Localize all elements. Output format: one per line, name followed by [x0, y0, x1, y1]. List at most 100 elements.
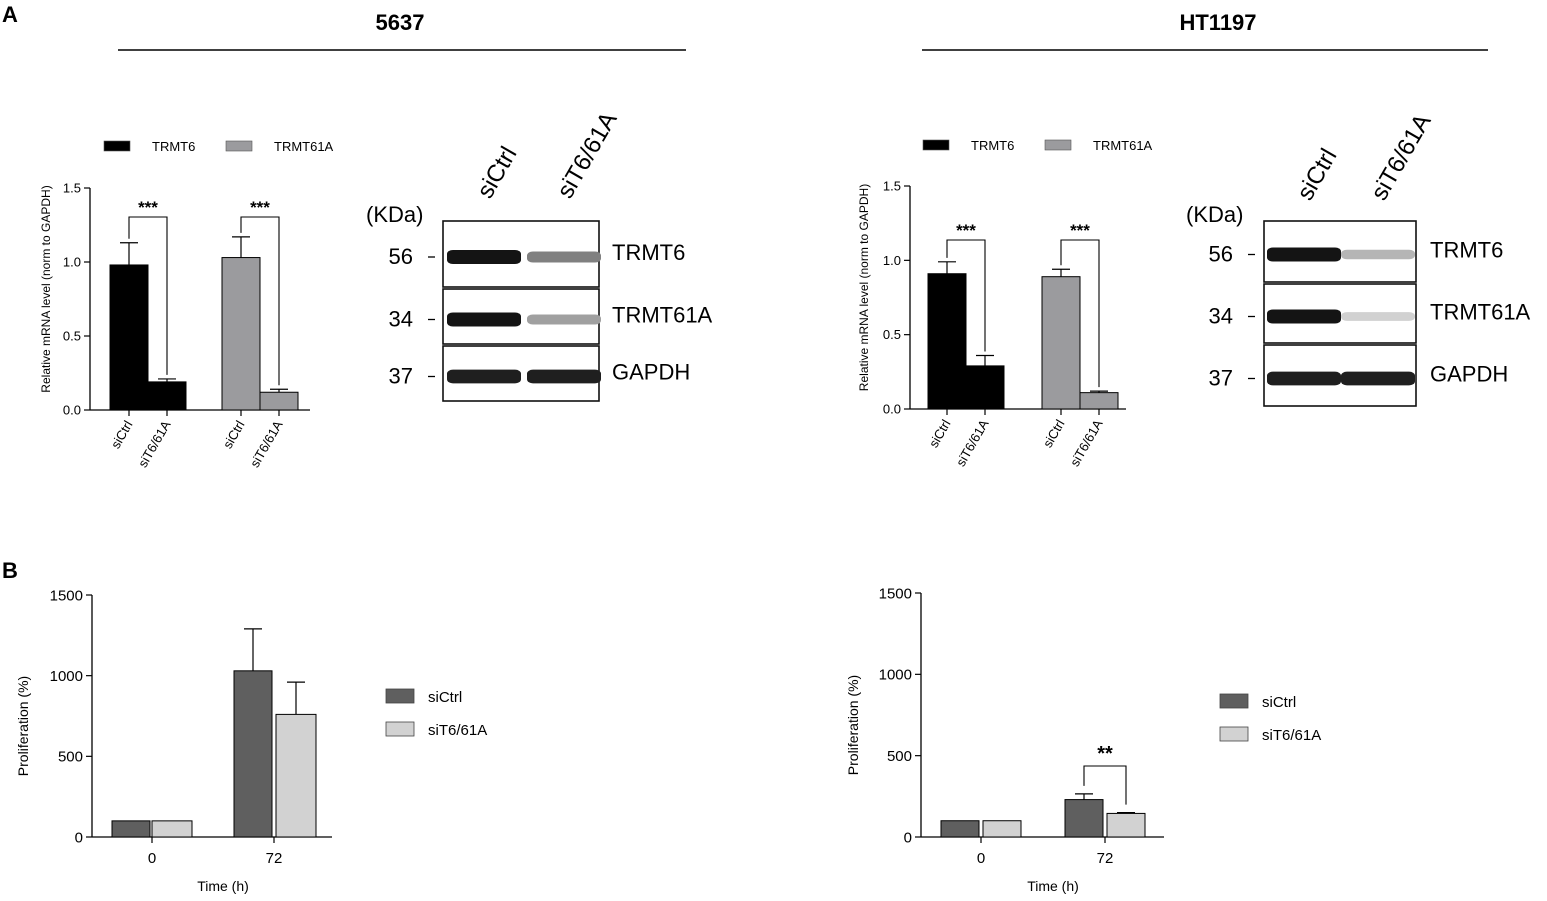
y-tick-label: 0 [75, 829, 83, 846]
band-gapdh-sictrl [447, 369, 521, 384]
bar-trmt6-0 [109, 264, 149, 411]
bar-sictrl-0h [111, 820, 151, 838]
legend-swatch-sictrl [1219, 693, 1249, 709]
mw-marker-label: 56 [389, 244, 413, 269]
y-tick-label: 1.5 [883, 179, 901, 194]
bar-sit6-61a-72h [275, 713, 317, 838]
panel-label-b: B [2, 558, 18, 583]
legend-swatch-trmt6 [103, 140, 131, 152]
y-axis-label: Proliferation (%) [15, 676, 31, 776]
lane-label-sit6-61a: siT6/61A [1366, 109, 1437, 205]
mw-marker-label: 37 [1209, 366, 1233, 391]
lane-label-sictrl: siCtrl [1292, 144, 1343, 205]
y-axis-label: Relative mRNA level (norm to GAPDH) [857, 184, 871, 391]
y-tick-label: 0.0 [883, 402, 901, 417]
cell-line-title-ht1197: HT1197 [1179, 10, 1256, 35]
x-tick-label: siT6/61A [247, 418, 286, 470]
x-tick-label: siCtrl [220, 418, 248, 451]
legend-label-trmt6: TRMT6 [152, 139, 195, 154]
x-axis-label: Time (h) [1027, 878, 1079, 894]
panel-label-a: A [2, 2, 18, 27]
legend-swatch-sit6-61a [1219, 726, 1249, 742]
significance-stars: *** [250, 198, 270, 217]
y-tick-label: 1500 [879, 585, 912, 602]
band-gapdh-sit6-61a [527, 369, 601, 384]
mw-marker-label: 37 [389, 364, 413, 389]
band-trmt6-sictrl [1267, 247, 1341, 262]
y-tick-label: 1.5 [63, 181, 81, 196]
legend-label-sit6-61a: siT6/61A [428, 722, 487, 739]
bar-trmt61a-1 [1079, 392, 1119, 410]
bar-trmt6-1 [965, 365, 1005, 410]
band-trmt61a-sit6-61a [1341, 312, 1415, 321]
band-trmt6-sit6-61a [527, 251, 601, 263]
kda-unit-label: (KDa) [1186, 202, 1243, 227]
x-tick-label: siCtrl [926, 417, 954, 450]
legend-label-trmt61a: TRMT61A [1093, 138, 1153, 153]
band-trmt6-sictrl [447, 250, 521, 264]
significance-stars: ** [1097, 743, 1113, 765]
bar-sit6-61a-0h [151, 820, 193, 838]
mrna-chart-5637: 0.0 0.5 1.0 1.5 Relative mRNA level (norm to… [39, 139, 334, 470]
bar-sictrl-72h [1064, 799, 1104, 838]
proliferation-chart-ht1197: 0 500 1000 1500 Proliferation (%) Time (h) 0 72… [845, 585, 1321, 894]
legend-label-trmt61a: TRMT61A [274, 139, 334, 154]
x-tick-label: siT6/61A [1067, 417, 1106, 469]
y-tick-label: 0.5 [63, 329, 81, 344]
mw-marker-label: 34 [389, 307, 413, 332]
protein-label-trmt61a: TRMT61A [612, 303, 713, 328]
significance-bracket [128, 216, 168, 375]
kda-unit-label: (KDa) [366, 202, 423, 227]
y-tick-label: 1000 [879, 667, 912, 684]
x-tick-label: siCtrl [1040, 417, 1068, 450]
x-axis-label: Time (h) [197, 878, 249, 894]
y-tick-label: 1.0 [883, 253, 901, 268]
bar-sit6-61a-0h [982, 820, 1022, 838]
y-tick-label: 1000 [50, 668, 83, 685]
bar-sictrl-72h [233, 670, 273, 838]
significance-bracket [1083, 765, 1127, 805]
y-tick-label: 0.0 [63, 403, 81, 418]
bar-trmt61a-0 [1041, 276, 1081, 410]
band-trmt6-sit6-61a [1341, 249, 1415, 260]
x-tick-label: 72 [266, 850, 283, 867]
protein-label-trmt6: TRMT6 [612, 240, 685, 265]
significance-bracket [1060, 239, 1100, 388]
significance-bracket [946, 239, 986, 352]
bar-trmt6-0 [927, 273, 967, 410]
legend-label-sictrl: siCtrl [428, 689, 462, 706]
y-tick-label: 500 [887, 748, 912, 765]
band-trmt61a-sit6-61a [527, 314, 601, 325]
significance-stars: *** [1070, 221, 1090, 240]
bar-trmt61a-1 [259, 391, 299, 411]
band-gapdh-sit6-61a [1341, 371, 1415, 386]
legend-swatch-sictrl [385, 688, 415, 704]
mrna-chart-ht1197: 0.0 0.5 1.0 1.5 Relative mRNA level (norm to… [857, 138, 1153, 469]
western-blot-ht1197: (KDa) siCtrl siT6/61A 56 TRMT6 34 TRMT61A 37 GAP… [1186, 109, 1531, 407]
y-tick-label: 1500 [50, 587, 83, 604]
bar-trmt6-1 [147, 381, 187, 411]
x-tick-label: 72 [1097, 850, 1114, 867]
x-tick-label: siT6/61A [953, 417, 992, 469]
significance-bracket [240, 216, 280, 386]
mw-marker-label: 34 [1209, 304, 1233, 329]
protein-label-trmt61a: TRMT61A [1430, 300, 1531, 325]
legend-label-sit6-61a: siT6/61A [1262, 727, 1321, 744]
bar-sit6-61a-72h [1106, 812, 1146, 838]
y-tick-label: 1.0 [63, 255, 81, 270]
y-axis-label: Proliferation (%) [845, 675, 861, 775]
lane-label-sictrl: siCtrl [472, 142, 523, 203]
y-tick-label: 0.5 [883, 327, 901, 342]
cell-line-title-5637: 5637 [376, 10, 425, 35]
x-tick-label: 0 [148, 850, 156, 867]
band-trmt61a-sictrl [1267, 309, 1341, 324]
legend-label-sictrl: siCtrl [1262, 694, 1296, 711]
x-tick-label: siCtrl [108, 418, 136, 451]
protein-label-gapdh: GAPDH [612, 360, 690, 385]
protein-label-gapdh: GAPDH [1430, 362, 1508, 387]
x-tick-label: siT6/61A [135, 418, 174, 470]
lane-label-sit6-61a: siT6/61A [552, 107, 623, 203]
y-tick-label: 0 [904, 829, 912, 846]
band-gapdh-sictrl [1267, 371, 1341, 386]
